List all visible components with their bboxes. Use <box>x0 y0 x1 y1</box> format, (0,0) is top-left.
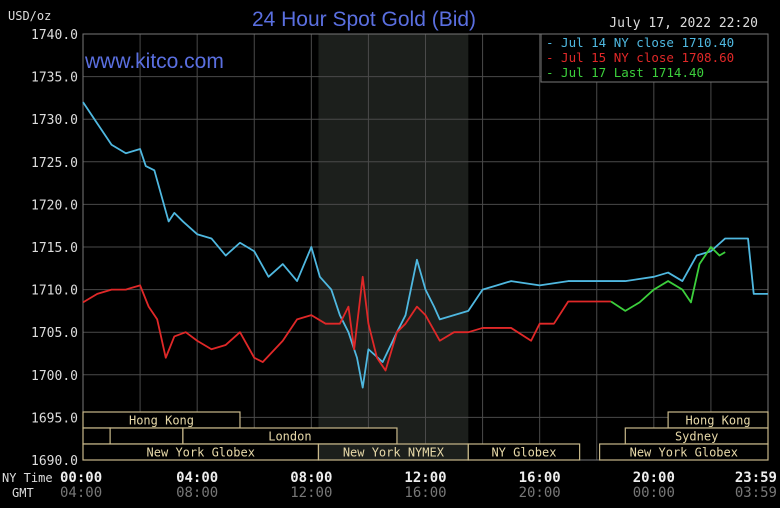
session-label: Hong Kong <box>129 414 194 428</box>
legend-box <box>540 33 769 83</box>
session-label: New York Globex <box>630 446 738 460</box>
y-tick-label: 1710.0 <box>31 284 78 299</box>
y-tick-label: 1725.0 <box>31 156 78 171</box>
y-tick-label: 1735.0 <box>31 71 78 86</box>
y-tick-label: 1690.0 <box>31 454 78 469</box>
x-tick-gmt: 12:00 <box>290 485 332 501</box>
session-bar <box>82 427 111 445</box>
x-tick-gmt: 00:00 <box>633 485 675 501</box>
legend-entry: - Jul 14 NY close 1710.40 <box>546 35 734 50</box>
x-axis-label-ny: NY Time <box>2 471 53 485</box>
x-tick-ny: 23:59 <box>735 470 777 486</box>
x-tick-ny: 04:00 <box>176 470 218 486</box>
chart-title: 24 Hour Spot Gold (Bid) <box>252 8 476 31</box>
session-label: Hong Kong <box>686 414 751 428</box>
y-tick-label: 1720.0 <box>31 198 78 213</box>
session-label: NY Globex <box>491 446 556 460</box>
x-tick-gmt: 16:00 <box>404 485 446 501</box>
x-axis-label-gmt: GMT <box>12 486 34 500</box>
y-tick-label: 1715.0 <box>31 241 78 256</box>
x-tick-gmt: 03:59 <box>735 485 777 501</box>
y-tick-label: 1730.0 <box>31 113 78 128</box>
session-bar <box>109 427 184 445</box>
x-tick-gmt: 04:00 <box>60 485 102 501</box>
x-tick-ny: 20:00 <box>633 470 675 486</box>
session-label: Sydney <box>675 430 718 444</box>
x-tick-gmt: 20:00 <box>519 485 561 501</box>
session-label: London <box>268 430 311 444</box>
timestamp: July 17, 2022 22:20 <box>609 16 758 31</box>
y-tick-label: 1740.0 <box>31 28 78 43</box>
series-line-1 <box>82 275 612 372</box>
legend-entry: - Jul 17 Last 1714.40 <box>546 65 704 80</box>
session-label: New York Globex <box>147 446 255 460</box>
x-tick-gmt: 08:00 <box>176 485 218 501</box>
y-tick-label: 1695.0 <box>31 411 78 426</box>
legend-entry: - Jul 15 NY close 1708.60 <box>546 50 734 65</box>
x-tick-ny: 08:00 <box>290 470 332 486</box>
x-tick-ny: 16:00 <box>519 470 561 486</box>
x-tick-ny: 12:00 <box>404 470 446 486</box>
watermark: www.kitco.com <box>84 50 224 73</box>
session-bar <box>599 443 769 461</box>
y-axis-label: USD/oz <box>8 9 51 23</box>
y-tick-label: 1700.0 <box>31 369 78 384</box>
session-label: New York NYMEX <box>343 446 445 460</box>
x-tick-ny: 00:00 <box>60 470 102 486</box>
series-line-2 <box>610 246 726 312</box>
y-tick-label: 1705.0 <box>31 326 78 341</box>
session-bar <box>467 443 581 461</box>
